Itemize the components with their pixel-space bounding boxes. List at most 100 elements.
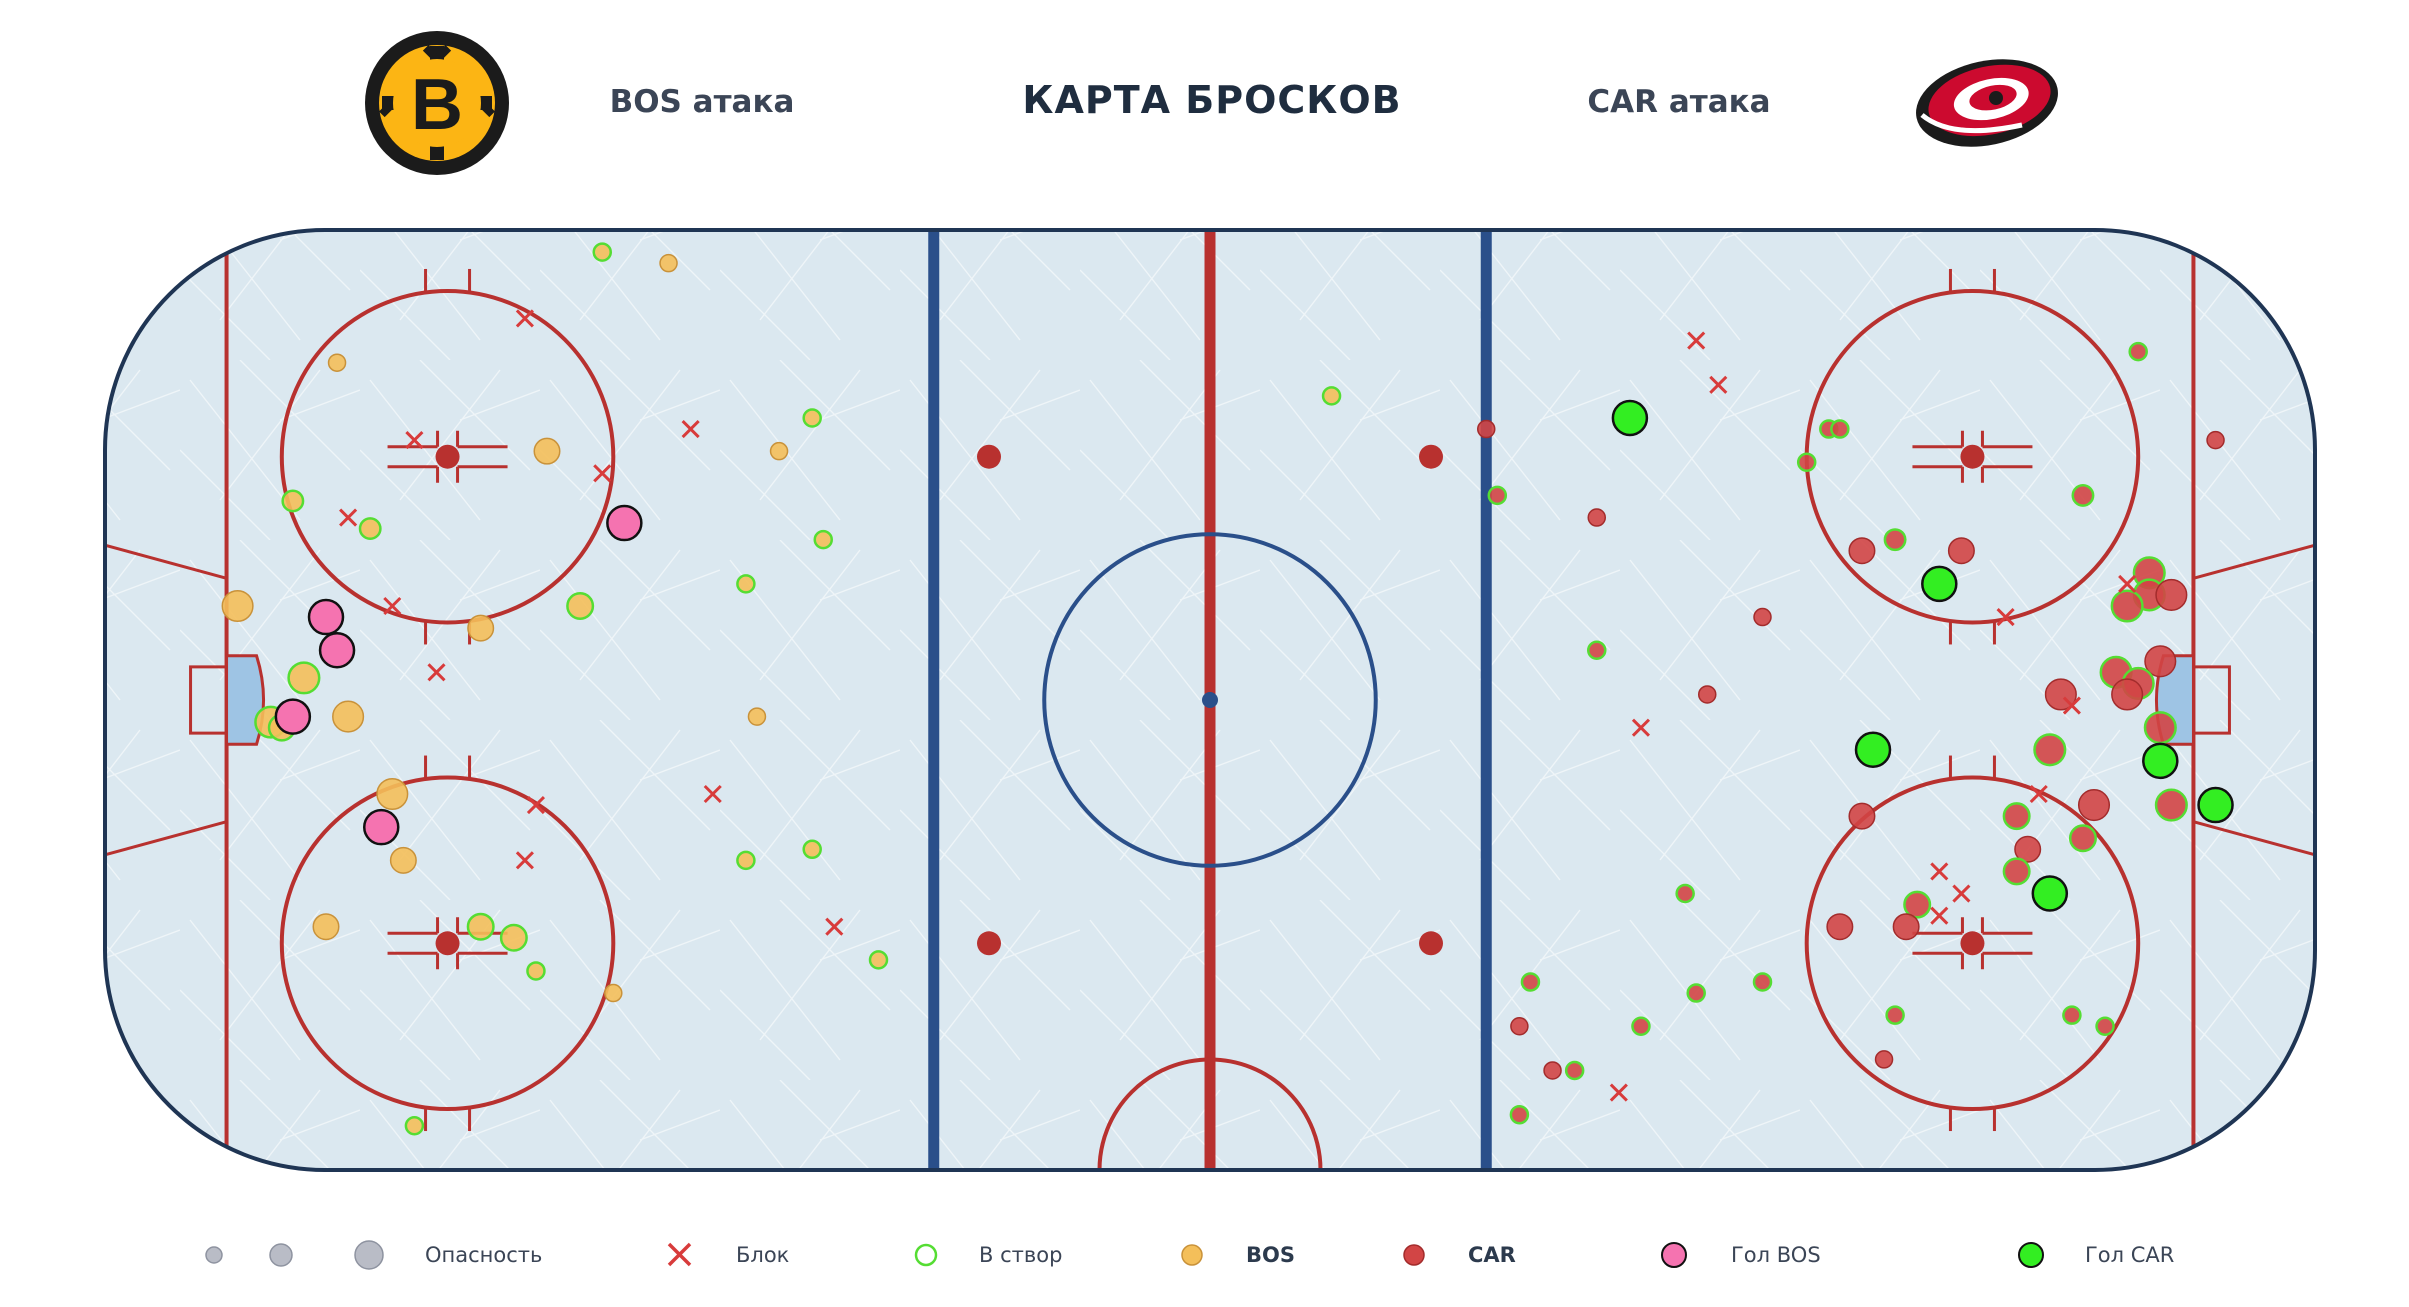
faceoff-l-mark [1980,917,2033,935]
bos-shot-point [604,983,623,1003]
trapezoid-line [105,820,227,857]
faceoff-circle [279,775,616,1112]
legend-car-goal: Гол CAR [2017,1215,2217,1295]
bos-shot-point [312,913,340,941]
bos-goal-point [363,808,400,846]
car-shot-point [1903,890,1932,919]
legend: Опасность Блок В створ BOS CAR Гол BOS [0,1215,2409,1295]
car-shot-point [1753,607,1772,627]
car-shot-point [1564,1060,1585,1081]
bos-shot-point [592,242,612,262]
rink-boards [103,228,2317,1172]
goal-net [2193,665,2231,735]
car-shot-marker [1403,1244,1425,1266]
bos-shot-point [868,950,889,970]
block-mark [593,464,612,483]
bos-shot-point [813,529,833,550]
header: B BOS атака КАРТА БРОСКОВ CAR атака [0,0,2409,200]
car-shot-point [1487,485,1508,506]
block-marker [667,1242,692,1267]
legend-car-goal-label: Гол CAR [2085,1243,2175,1267]
faceoff-l-mark [1980,951,2033,970]
car-goal-point [1921,565,1958,603]
bos-goal-point [606,504,643,542]
car-shot-point [2068,824,2097,853]
bos-shot-point [287,661,321,695]
car-shot-point [1848,802,1876,830]
block-mark [339,508,358,527]
bruins-logo-icon: B [365,31,509,175]
car-shot-point [2002,857,2031,886]
faceoff-spot [1960,931,1985,956]
faceoff-spot [435,931,460,956]
car-shot-point [2095,1016,2115,1036]
car-shot-point [1520,972,1541,992]
bos-shot-point [769,441,789,461]
block-mark [427,663,446,682]
car-shot-point [2110,589,2144,623]
car-shot-point [2111,678,2144,711]
bos-shot-point [736,850,756,871]
block-mark [1930,862,1949,881]
faceoff-l-mark [456,430,508,449]
car-shot-point [2014,835,2042,863]
center-faceoff-circle [1042,532,1378,868]
bos-shot-point [221,589,254,623]
on-target-marker [914,1243,938,1267]
trapezoid-line [2193,543,2315,580]
car-shot-point [1510,1016,1529,1036]
legend-bos: BOS [1178,1215,1318,1295]
bos-shot-point [467,614,495,642]
faceoff-spot [1419,931,1443,956]
bos-shot-point [533,437,561,465]
car-shot-point [2143,711,2177,745]
car-goal-point [1611,399,1649,437]
page-title: КАРТА БРОСКОВ [1022,78,1402,122]
faceoff-l-mark [1912,917,1964,935]
bos-goal-marker [1661,1242,1687,1268]
faceoff-l-mark [456,951,508,970]
car-shot-point [2155,578,2188,611]
trapezoid-line [2193,820,2315,857]
faceoff-l-mark [387,465,440,483]
block-mark [1687,331,1706,350]
legend-block: Блок [665,1215,805,1295]
faceoff-l-mark [1912,465,1964,483]
goal-net [189,665,227,735]
bos-goal-point [318,631,356,669]
faceoff-spot [977,931,1001,956]
bos-shot-point [526,961,546,981]
faceoff-l-mark [387,917,440,935]
block-mark [2118,574,2137,593]
faceoff-l-mark [1980,430,2033,449]
faceoff-spot [1419,444,1443,469]
block-mark [1930,906,1949,925]
legend-bos-label: BOS [1246,1243,1295,1267]
car-shot-point [1826,913,1854,941]
car-shot-point [1587,508,1606,527]
faceoff-circle [279,288,616,625]
bos-shot-point [389,846,417,874]
car-shot-point [2077,789,2111,822]
bos-shot-marker [1181,1244,1203,1266]
car-shot-point [1509,1104,1530,1125]
faceoff-spot [435,444,460,469]
bos-shot-point [358,517,382,541]
block-mark [681,419,700,439]
bos-shot-point [404,1116,425,1136]
bos-goal-point [274,698,312,735]
car-goal-marker [2018,1242,2044,1268]
faceoff-spot [977,444,1001,469]
block-mark [2029,784,2048,804]
bos-shot-point [566,592,595,620]
car-shot-point [1752,972,1773,992]
car-shot-point [2071,483,2095,507]
faceoff-l-mark [456,465,508,483]
block-mark [515,851,534,870]
car-shot-point [1686,983,1706,1003]
block-mark [405,431,424,450]
faceoff-l-mark [1912,430,1964,449]
faceoff-circle [1804,775,2141,1112]
legend-danger: Опасность [195,1215,555,1295]
hurricanes-logo-icon [1916,59,2058,147]
